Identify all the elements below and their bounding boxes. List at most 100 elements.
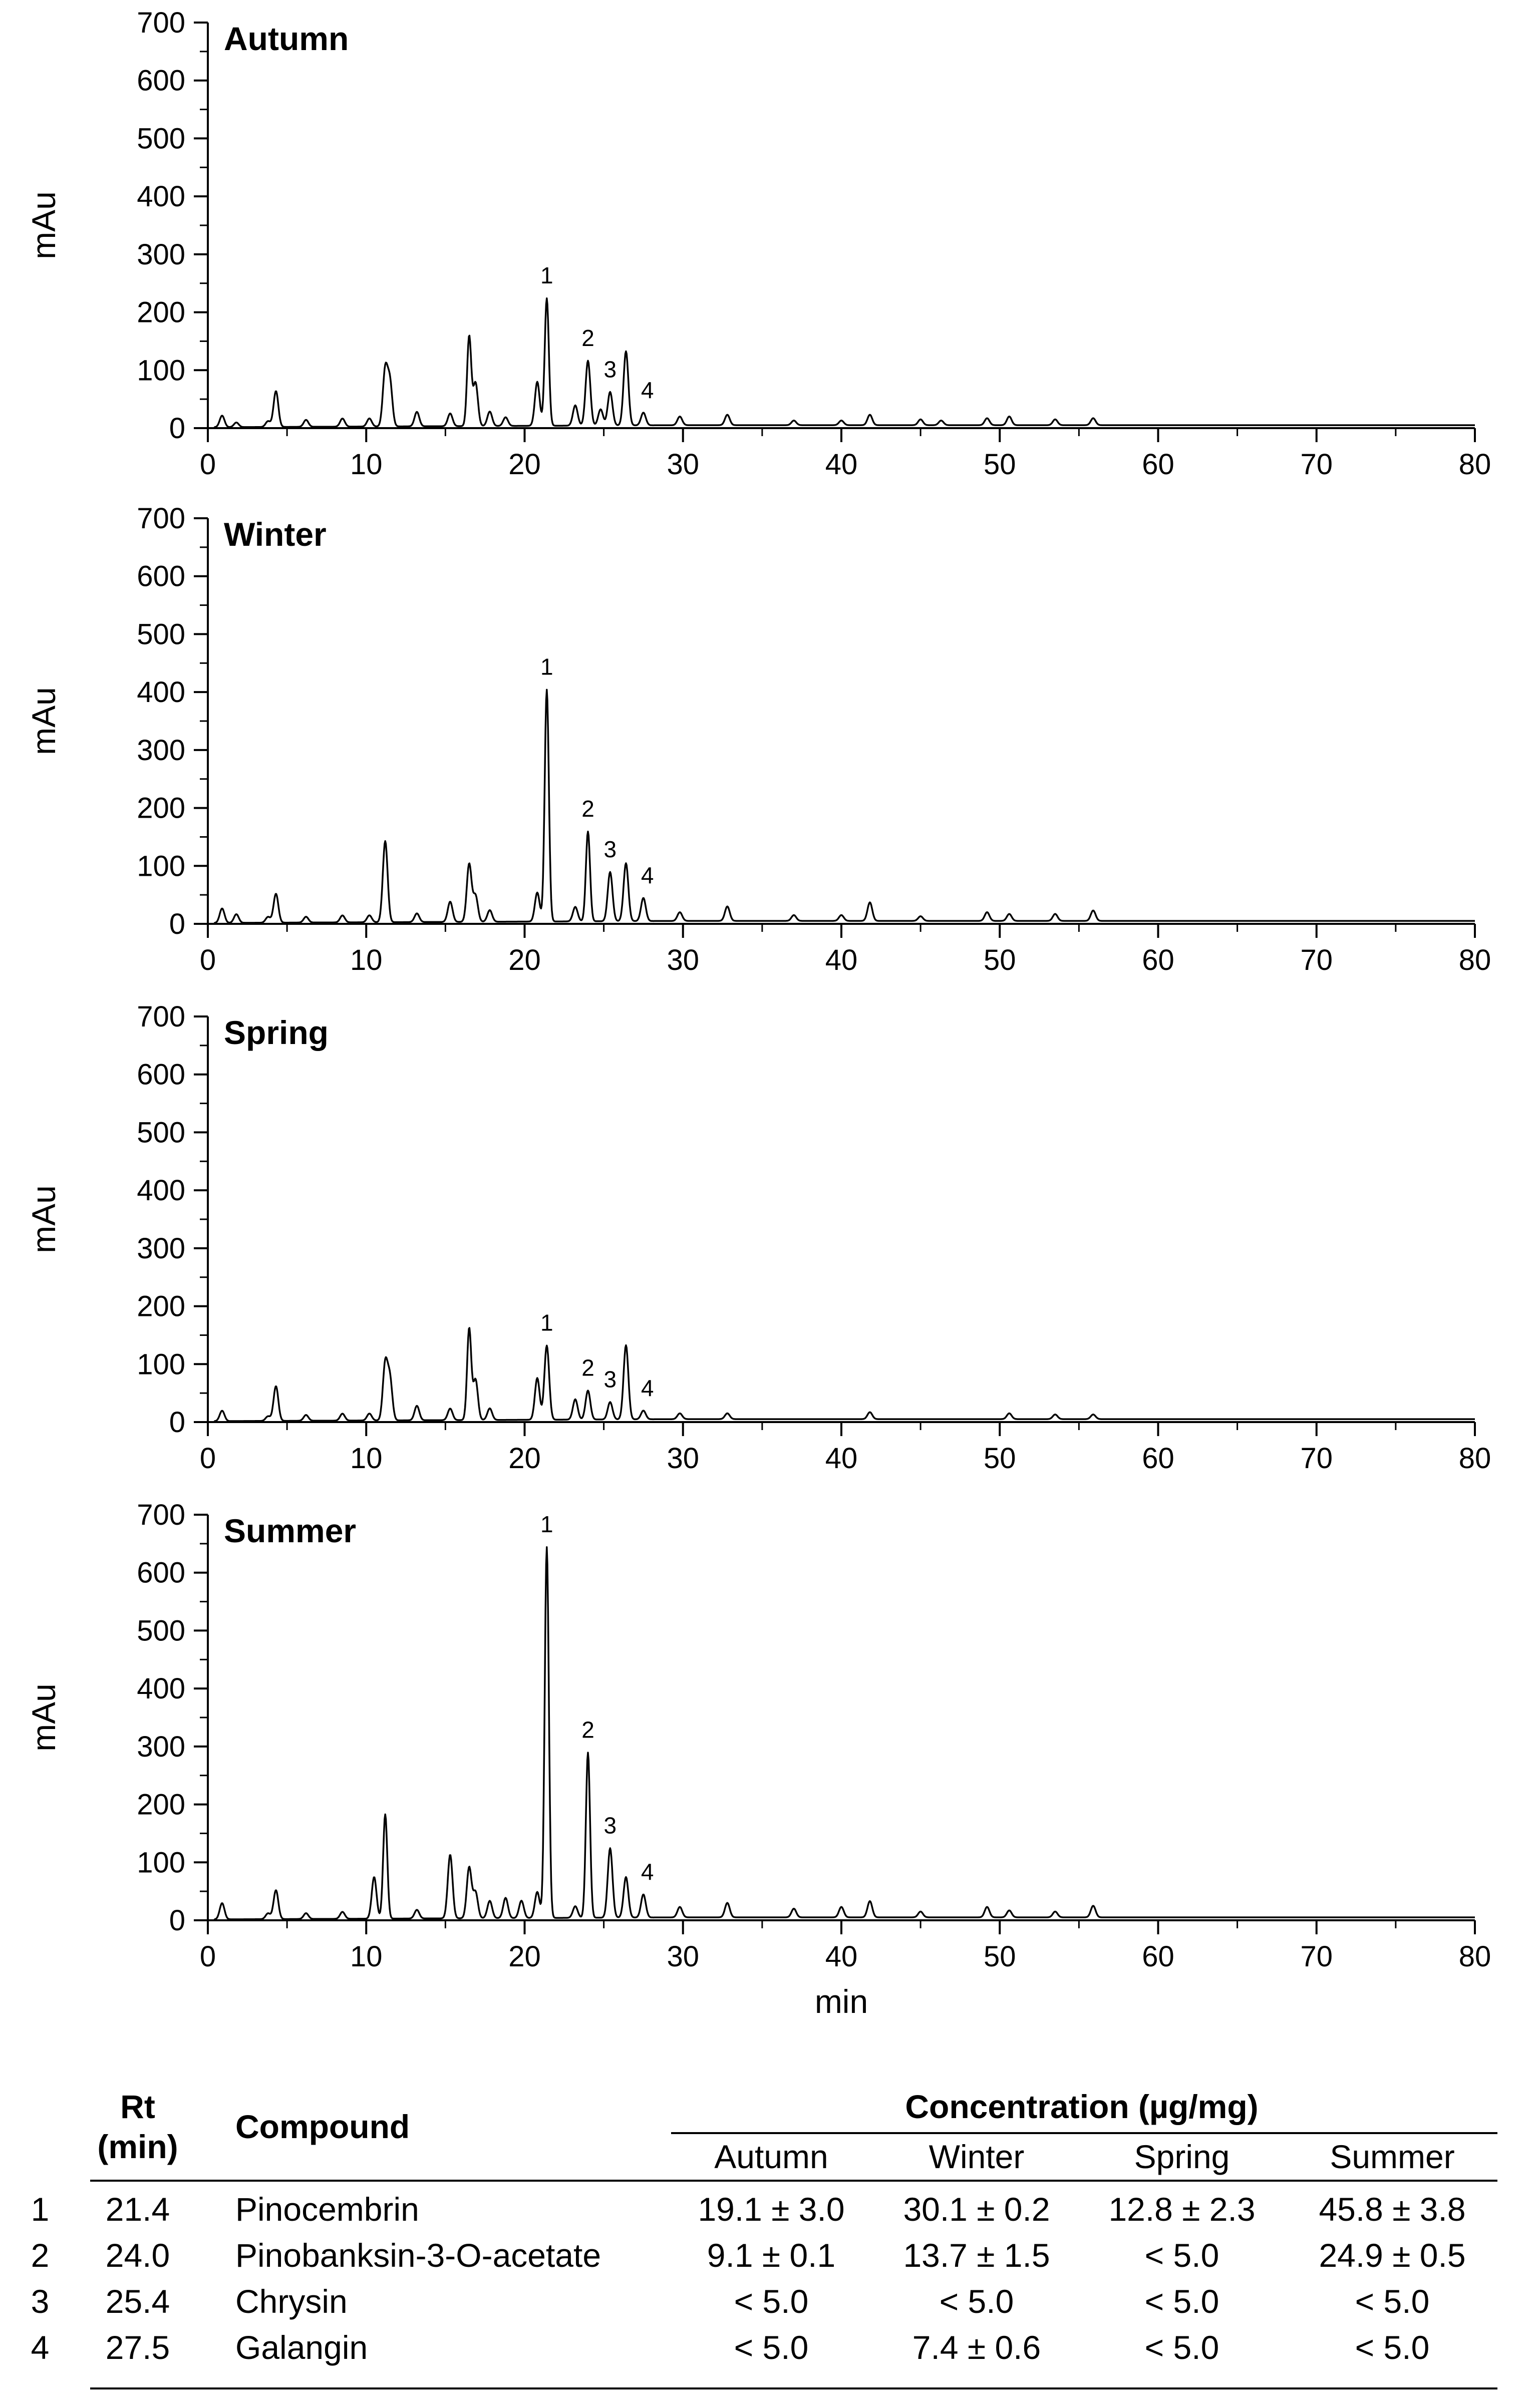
x-tick-label: 70 xyxy=(1300,448,1333,481)
peak-label: 1 xyxy=(540,262,553,288)
row-rt: 21.4 xyxy=(106,2191,170,2228)
season-header: Winter xyxy=(929,2138,1025,2175)
x-tick-label: 80 xyxy=(1459,1940,1491,1973)
y-tick-label: 400 xyxy=(137,1672,185,1705)
row-rt: 24.0 xyxy=(106,2237,170,2274)
x-tick-label: 70 xyxy=(1300,944,1333,976)
concentration-header: Concentration (µg/mg) xyxy=(905,2088,1258,2125)
x-tick-label: 10 xyxy=(350,1940,383,1973)
y-tick-label: 400 xyxy=(137,1174,185,1207)
row-concentration: < 5.0 xyxy=(1145,2329,1219,2366)
row-number: 4 xyxy=(31,2329,50,2366)
panel-title: Autumn xyxy=(224,20,349,57)
row-concentration: < 5.0 xyxy=(940,2283,1014,2320)
x-tick-label: 30 xyxy=(667,1940,699,1973)
y-tick-label: 600 xyxy=(137,1059,185,1091)
x-tick-label: 60 xyxy=(1142,1940,1174,1973)
x-tick-label: 20 xyxy=(508,944,541,976)
season-header: Autumn xyxy=(714,2138,828,2175)
peak-label: 3 xyxy=(603,1366,617,1393)
y-tick-label: 400 xyxy=(137,180,185,213)
x-tick-label: 40 xyxy=(825,944,858,976)
y-tick-label: 0 xyxy=(169,1406,185,1439)
x-tick-label: 30 xyxy=(667,944,699,976)
concentration-table: Rt (min) Compound Concentration (µg/mg) Autu… xyxy=(30,2078,1512,2398)
x-tick-label: 70 xyxy=(1300,1940,1333,1973)
y-tick-label: 0 xyxy=(169,1904,185,1937)
row-concentration: 30.1 ± 0.2 xyxy=(903,2191,1050,2228)
x-tick-label: 70 xyxy=(1300,1442,1333,1475)
y-axis-label: mAu xyxy=(25,191,62,259)
row-rt: 25.4 xyxy=(106,2283,170,2320)
table-body: Rt(min) Compound Concentration (µg/mg) Autu… xyxy=(31,2088,1497,2389)
row-compound: Chrysin xyxy=(235,2283,348,2320)
x-tick-label: 40 xyxy=(825,448,858,481)
panel-title: Winter xyxy=(224,516,327,553)
x-tick-label: 0 xyxy=(200,1940,216,1973)
row-concentration: 9.1 ± 0.1 xyxy=(707,2237,835,2274)
compound-header: Compound xyxy=(235,2108,410,2145)
row-concentration: < 5.0 xyxy=(1355,2283,1430,2320)
peak-label: 4 xyxy=(641,1375,654,1401)
rt-header: Rt xyxy=(120,2088,155,2125)
chromatogram-trace xyxy=(207,1546,1475,1921)
y-tick-label: 300 xyxy=(137,1232,185,1265)
y-tick-label: 100 xyxy=(137,1846,185,1879)
y-tick-label: 200 xyxy=(137,792,185,825)
peak-label: 2 xyxy=(581,325,594,351)
y-tick-label: 700 xyxy=(137,1499,185,1531)
y-tick-label: 100 xyxy=(137,850,185,882)
x-tick-label: 80 xyxy=(1459,1442,1491,1475)
peak-label: 1 xyxy=(540,1511,553,1537)
y-tick-label: 300 xyxy=(137,238,185,271)
y-axis-label: mAu xyxy=(25,1683,62,1752)
row-concentration: < 5.0 xyxy=(1145,2237,1219,2274)
y-tick-label: 600 xyxy=(137,65,185,97)
y-tick-label: 0 xyxy=(169,908,185,940)
x-tick-label: 10 xyxy=(350,448,383,481)
row-concentration: 45.8 ± 3.8 xyxy=(1319,2191,1465,2228)
peak-label: 3 xyxy=(603,356,617,382)
table-row: 4 27.5 Galangin < 5.0 7.4 ± 0.6 < 5.0 < 5.0 xyxy=(31,2329,1430,2366)
y-tick-label: 700 xyxy=(137,502,185,535)
x-tick-label: 40 xyxy=(825,1940,858,1973)
season-header: Summer xyxy=(1330,2138,1454,2175)
row-concentration: < 5.0 xyxy=(734,2283,809,2320)
x-tick-label: 0 xyxy=(200,448,216,481)
x-tick-label: 20 xyxy=(508,1940,541,1973)
season-header: Spring xyxy=(1134,2138,1230,2175)
x-tick-label: 50 xyxy=(984,1442,1016,1475)
chart-panel-autumn: 0 100 200 300 400 500 600 700 0 10 20 30 40 50 60 70 80 m… xyxy=(25,7,1491,481)
row-compound: Pinobanksin-3-O-acetate xyxy=(235,2237,601,2274)
y-tick-label: 600 xyxy=(137,560,185,593)
y-tick-label: 500 xyxy=(137,122,185,155)
row-concentration: < 5.0 xyxy=(1145,2283,1219,2320)
peak-label: 3 xyxy=(603,836,617,862)
y-axis-label: mAu xyxy=(25,1185,62,1253)
row-concentration: 24.9 ± 0.5 xyxy=(1319,2237,1465,2274)
x-tick-label: 80 xyxy=(1459,944,1491,976)
panel-title: Summer xyxy=(224,1512,356,1549)
row-concentration: 12.8 ± 2.3 xyxy=(1108,2191,1255,2228)
x-tick-label: 60 xyxy=(1142,944,1174,976)
row-number: 1 xyxy=(31,2191,50,2228)
y-tick-label: 100 xyxy=(137,1348,185,1381)
x-tick-label: 50 xyxy=(984,1940,1016,1973)
x-tick-label: 80 xyxy=(1459,448,1491,481)
y-tick-label: 200 xyxy=(137,1290,185,1323)
x-tick-label: 30 xyxy=(667,448,699,481)
panel-title: Spring xyxy=(224,1014,329,1051)
table-row: 3 25.4 Chrysin < 5.0 < 5.0 < 5.0 < 5.0 xyxy=(31,2283,1430,2320)
chart-panel-summer: 0 100 200 300 400 500 600 700 0 10 20 30 40 50 60 70 80 m… xyxy=(25,1499,1491,2020)
x-tick-label: 20 xyxy=(508,1442,541,1475)
y-tick-label: 400 xyxy=(137,676,185,709)
peak-label: 3 xyxy=(603,1813,617,1839)
x-axis-label: min xyxy=(815,1983,868,2020)
peak-label: 1 xyxy=(540,1309,553,1335)
row-compound: Galangin xyxy=(235,2329,368,2366)
x-tick-label: 60 xyxy=(1142,448,1174,481)
row-concentration: < 5.0 xyxy=(734,2329,809,2366)
x-tick-label: 0 xyxy=(200,944,216,976)
peak-label: 2 xyxy=(581,1717,594,1743)
